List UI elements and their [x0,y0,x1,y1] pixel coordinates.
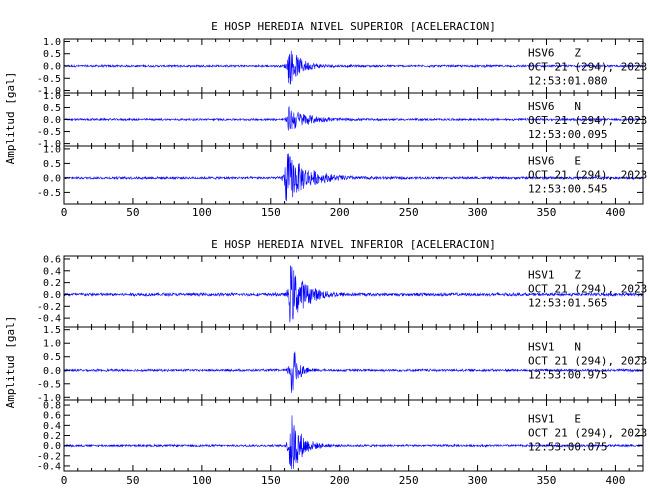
chart-inferior: E HOSP HEREDIA NIVEL INFERIOR [ACELERACI… [4,238,647,487]
y-tick-label: 1.0 [43,339,61,350]
x-tick-label: 50 [126,474,139,487]
station-label: HSV1 Z [528,269,581,282]
station-label: HSV1 E [528,413,581,426]
waveform-series [63,106,644,131]
x-tick-label: 300 [468,206,488,219]
y-tick-label: 0.0 [43,366,61,377]
y-tick-label: -1.0 [37,86,61,97]
station-date: OCT 21 (294), 2023 [528,354,647,367]
y-axis-label: Amplitud [gal] [4,316,17,409]
y-tick-label: 0.0 [43,62,61,73]
waveform-series [63,153,644,202]
station-date: OCT 21 (294), 2023 [528,169,647,182]
station-label: HSV6 E [528,155,581,168]
x-tick-label: 300 [468,474,488,487]
station-date: OCT 21 (294), 2023 [528,114,647,127]
y-tick-label: 0.5 [43,352,61,363]
station-time: 12:53:00.095 [528,128,607,141]
station-label: HSV1 N [528,340,581,353]
chart-title: E HOSP HEREDIA NIVEL SUPERIOR [ACELERACI… [211,20,496,33]
chart-superior: E HOSP HEREDIA NIVEL SUPERIOR [ACELERACI… [4,20,647,219]
waveform-series [63,50,644,85]
y-tick-label: 0.4 [43,266,61,277]
y-tick-label: -0.4 [37,461,61,472]
y-tick-label: -1.0 [37,139,61,150]
station-time: 12:53:01.565 [528,297,607,310]
y-tick-label: 0.0 [43,115,61,126]
chart-title: E HOSP HEREDIA NIVEL INFERIOR [ACELERACI… [211,238,496,251]
y-tick-label: 0.5 [43,103,61,114]
y-tick-label: 0.6 [43,411,61,422]
y-tick-label: -0.5 [37,127,61,138]
y-tick-label: -1.0 [37,393,61,404]
station-date: OCT 21 (294), 2023 [528,283,647,296]
y-tick-label: 0.4 [43,421,61,432]
y-tick-label: -0.4 [37,314,61,325]
waveform-series [63,265,644,323]
y-tick-label: 1.5 [43,325,61,336]
y-tick-label: 1.0 [43,37,61,48]
x-tick-label: 150 [261,206,281,219]
x-tick-label: 150 [261,474,281,487]
station-time: 12:53:01.080 [528,74,607,87]
station-date: OCT 21 (294), 2023 [528,427,647,440]
x-tick-label: 250 [399,206,419,219]
y-tick-label: -0.5 [37,379,61,390]
y-tick-label: 0.6 [43,254,61,265]
y-tick-label: 1.0 [43,91,61,102]
station-time: 12:53:00.545 [528,183,607,196]
x-tick-label: 200 [330,474,350,487]
y-tick-label: 1.0 [43,144,61,155]
waveform-series [63,351,644,393]
station-label: HSV6 N [528,100,581,113]
y-tick-label: 0.0 [43,441,61,452]
station-time: 12:53:00.975 [528,368,607,381]
waveform-series [63,415,644,470]
y-tick-label: 0.2 [43,431,61,442]
x-tick-label: 100 [192,474,212,487]
y-axis-label: Amplitud [gal] [4,72,17,165]
x-tick-label: 50 [126,206,139,219]
y-tick-label: 0.0 [43,173,61,184]
y-tick-label: -0.2 [37,451,61,462]
y-tick-label: 0.5 [43,49,61,60]
y-tick-label: 0.5 [43,159,61,170]
y-tick-label: -0.2 [37,302,61,313]
x-tick-label: 400 [605,206,625,219]
x-tick-label: 100 [192,206,212,219]
y-tick-label: 0.0 [43,290,61,301]
x-tick-label: 400 [605,474,625,487]
x-tick-label: 350 [537,206,557,219]
station-time: 12:53:00.075 [528,441,607,454]
x-tick-label: 200 [330,206,350,219]
station-label: HSV6 Z [528,46,581,59]
x-tick-label: 350 [537,474,557,487]
x-tick-label: 0 [61,474,68,487]
y-tick-label: -0.5 [37,74,61,85]
y-tick-label: 0.2 [43,278,61,289]
x-tick-label: 250 [399,474,419,487]
station-date: OCT 21 (294), 2023 [528,60,647,73]
x-tick-label: 0 [61,206,68,219]
y-tick-label: 0.8 [43,401,61,412]
y-tick-label: -0.5 [37,188,61,199]
